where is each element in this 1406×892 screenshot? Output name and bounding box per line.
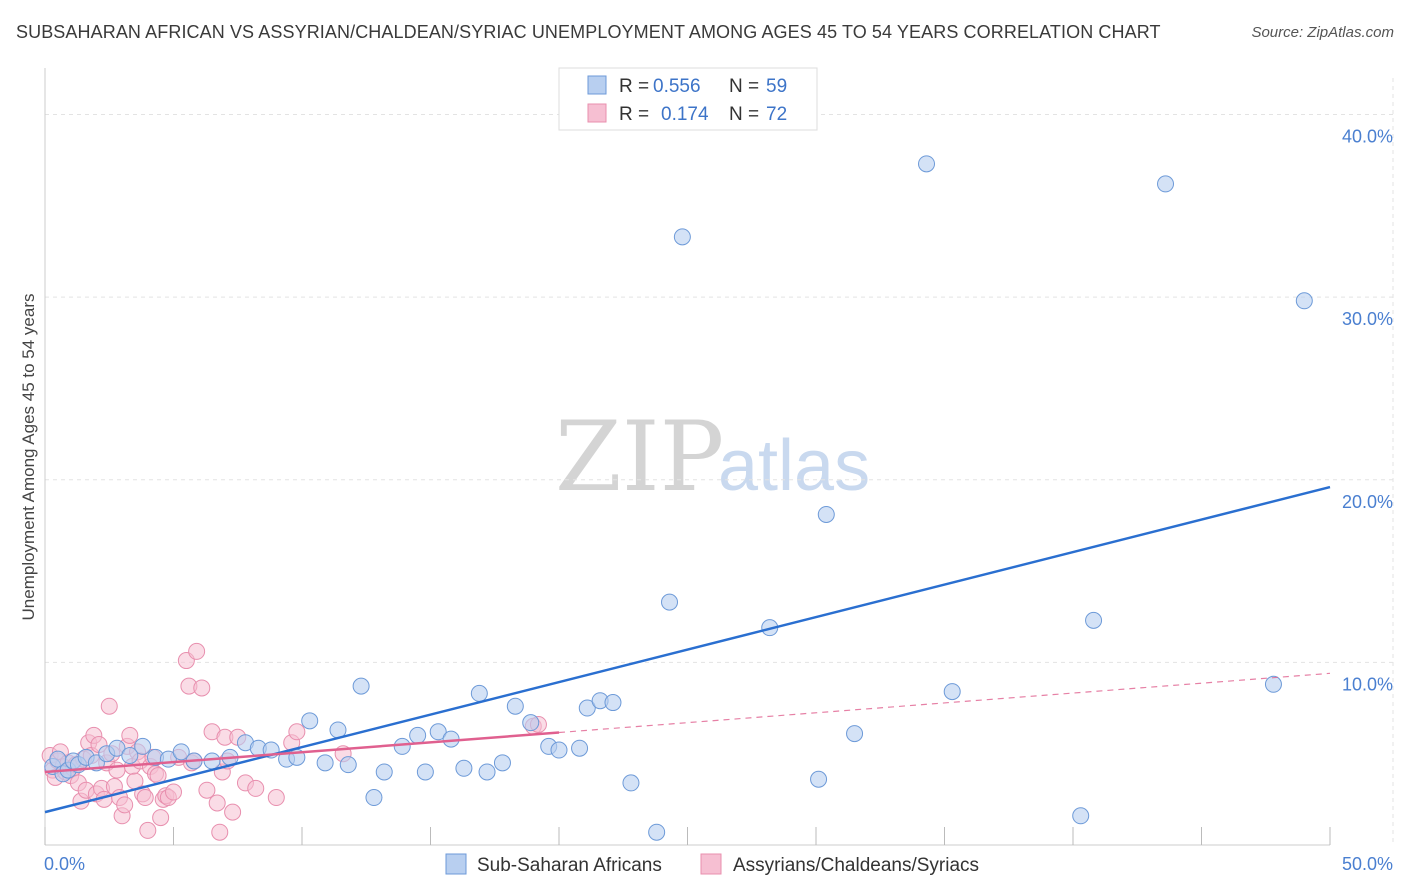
data-point-subsaharan — [571, 739, 589, 757]
trend-lines — [44, 485, 1331, 814]
trend-line-subsaharan — [44, 485, 1331, 814]
legend-n-value-blue: 59 — [766, 76, 787, 97]
data-point-subsaharan — [1264, 675, 1282, 693]
data-point-subsaharan — [493, 754, 511, 772]
legend-swatch-pink — [587, 103, 607, 123]
bottom-legend-swatch-pink — [700, 853, 722, 875]
data-point-subsaharan — [203, 752, 221, 770]
axes — [44, 68, 1331, 846]
watermark-zip: ZIP — [555, 401, 724, 513]
data-point-subsaharan — [352, 677, 370, 695]
bottom-legend-label-pink: Assyrians/Chaldeans/Syriacs — [733, 855, 979, 876]
data-point-subsaharan — [622, 774, 640, 792]
bottom-legend-label-blue: Sub-Saharan Africans — [477, 855, 662, 876]
data-point-subsaharan — [578, 699, 596, 717]
data-point-assyrian — [100, 697, 118, 715]
data-point-subsaharan — [375, 763, 393, 781]
data-point-subsaharan — [339, 756, 357, 774]
data-point-assyrian — [108, 761, 126, 779]
y-tick-label: 40.0% — [1342, 127, 1393, 147]
data-point-subsaharan — [416, 763, 434, 781]
data-point-assyrian — [136, 789, 154, 807]
data-point-subsaharan — [810, 770, 828, 788]
legend-r-value-blue: 0.556 — [653, 76, 701, 97]
series-subsaharan-points — [44, 155, 1313, 841]
data-point-assyrian — [152, 809, 170, 827]
y-tick-label: 10.0% — [1342, 674, 1393, 694]
data-point-assyrian — [116, 796, 134, 814]
data-point-assyrian — [211, 823, 229, 841]
data-point-assyrian — [224, 803, 242, 821]
data-point-subsaharan — [918, 155, 936, 173]
data-point-subsaharan — [817, 505, 835, 523]
data-point-subsaharan — [172, 743, 190, 761]
data-point-subsaharan — [365, 789, 383, 807]
data-point-subsaharan — [550, 741, 568, 759]
x-tick-label: 0.0% — [44, 854, 85, 874]
data-point-assyrian — [288, 723, 306, 741]
data-point-subsaharan — [393, 737, 411, 755]
data-point-subsaharan — [846, 725, 864, 743]
data-point-assyrian — [193, 679, 211, 697]
data-point-subsaharan — [301, 712, 319, 730]
data-point-subsaharan — [1085, 611, 1103, 629]
data-point-subsaharan — [455, 759, 473, 777]
legend-n-value-pink: 72 — [766, 104, 787, 125]
data-point-subsaharan — [661, 593, 679, 611]
data-point-subsaharan — [108, 739, 126, 757]
data-point-assyrian — [247, 779, 265, 797]
data-point-subsaharan — [604, 694, 622, 712]
data-point-subsaharan — [429, 723, 447, 741]
data-point-assyrian — [165, 783, 182, 801]
data-point-subsaharan — [470, 684, 488, 702]
y-axis-title: Unemployment Among Ages 45 to 54 years — [19, 294, 38, 621]
data-point-subsaharan — [1072, 807, 1090, 825]
x-tick-label: 50.0% — [1342, 854, 1393, 874]
legend-r-label-blue: R = — [619, 76, 649, 97]
data-point-subsaharan — [943, 683, 961, 701]
data-point-assyrian — [121, 726, 139, 744]
data-point-subsaharan — [121, 747, 139, 765]
data-point-subsaharan — [409, 726, 427, 744]
legend-n-label-pink: N = — [729, 104, 759, 125]
data-point-assyrian — [139, 821, 157, 839]
watermark-atlas: atlas — [718, 426, 870, 506]
series-legend: Sub-Saharan Africans Assyrians/Chaldeans… — [445, 853, 979, 876]
data-point-assyrian — [198, 781, 216, 799]
data-point-subsaharan — [506, 697, 524, 715]
chart-title: SUBSAHARAN AFRICAN VS ASSYRIAN/CHALDEAN/… — [16, 22, 1161, 42]
y-tick-label: 30.0% — [1342, 309, 1393, 329]
data-point-subsaharan — [316, 754, 334, 772]
trend-line-assyrian-extrapolated — [558, 672, 1331, 734]
data-point-subsaharan — [1157, 175, 1175, 193]
data-point-subsaharan — [442, 730, 460, 748]
source-credit: Source: ZipAtlas.com — [1251, 24, 1394, 41]
legend-n-label-blue: N = — [729, 76, 759, 97]
tick-labels: 10.0% 20.0% 30.0% 40.0% 0.0% 50.0% — [44, 127, 1393, 874]
data-point-assyrian — [208, 794, 226, 812]
data-point-subsaharan — [1295, 292, 1313, 310]
data-point-subsaharan — [134, 737, 152, 755]
trend-line-assyrian — [44, 731, 560, 774]
data-point-subsaharan — [673, 228, 691, 246]
data-point-subsaharan — [522, 714, 540, 732]
legend-r-label-pink: R = — [619, 104, 649, 125]
legend-swatch-blue — [587, 75, 607, 95]
data-point-assyrian — [188, 642, 206, 660]
legend-r-value-pink: 0.174 — [661, 104, 709, 125]
data-point-subsaharan — [648, 823, 666, 841]
bottom-legend-swatch-blue — [445, 853, 467, 875]
data-point-subsaharan — [478, 763, 496, 781]
data-point-assyrian — [267, 789, 285, 807]
correlation-legend: R = 0.556 N = 59 R = 0.174 N = 72 — [558, 67, 818, 131]
grid — [45, 78, 1394, 845]
y-tick-label: 20.0% — [1342, 492, 1393, 512]
